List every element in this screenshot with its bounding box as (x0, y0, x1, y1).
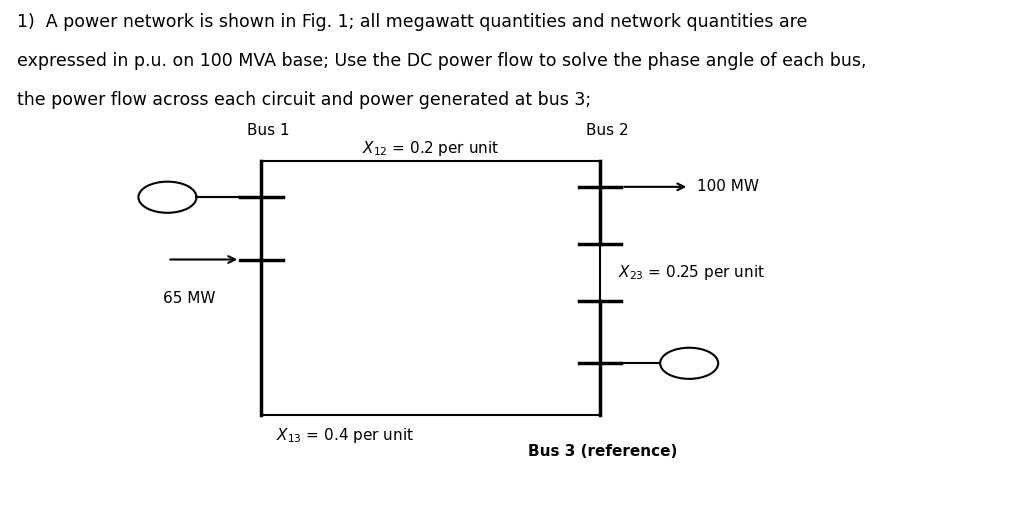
Text: $X_{12}$ = 0.2 per unit: $X_{12}$ = 0.2 per unit (362, 139, 499, 158)
Text: the power flow across each circuit and power generated at bus 3;: the power flow across each circuit and p… (18, 91, 591, 109)
Text: 1)  A power network is shown in Fig. 1; all megawatt quantities and network quan: 1) A power network is shown in Fig. 1; a… (18, 13, 808, 31)
Text: 100 MW: 100 MW (697, 180, 759, 194)
Text: 65 MW: 65 MW (163, 291, 215, 306)
Text: Bus 3 (reference): Bus 3 (reference) (527, 444, 677, 459)
Text: Bus 1: Bus 1 (247, 122, 289, 138)
Text: expressed in p.u. on 100 MVA base; Use the DC power flow to solve the phase angl: expressed in p.u. on 100 MVA base; Use t… (18, 52, 867, 70)
Text: $X_{13}$ = 0.4 per unit: $X_{13}$ = 0.4 per unit (276, 426, 414, 445)
Text: Bus 2: Bus 2 (585, 122, 628, 138)
Text: $X_{23}$ = 0.25 per unit: $X_{23}$ = 0.25 per unit (617, 263, 765, 282)
